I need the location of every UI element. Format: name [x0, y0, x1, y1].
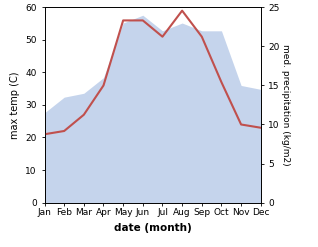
Y-axis label: max temp (C): max temp (C)	[10, 71, 20, 139]
X-axis label: date (month): date (month)	[114, 223, 191, 233]
Y-axis label: med. precipitation (kg/m2): med. precipitation (kg/m2)	[280, 44, 290, 166]
